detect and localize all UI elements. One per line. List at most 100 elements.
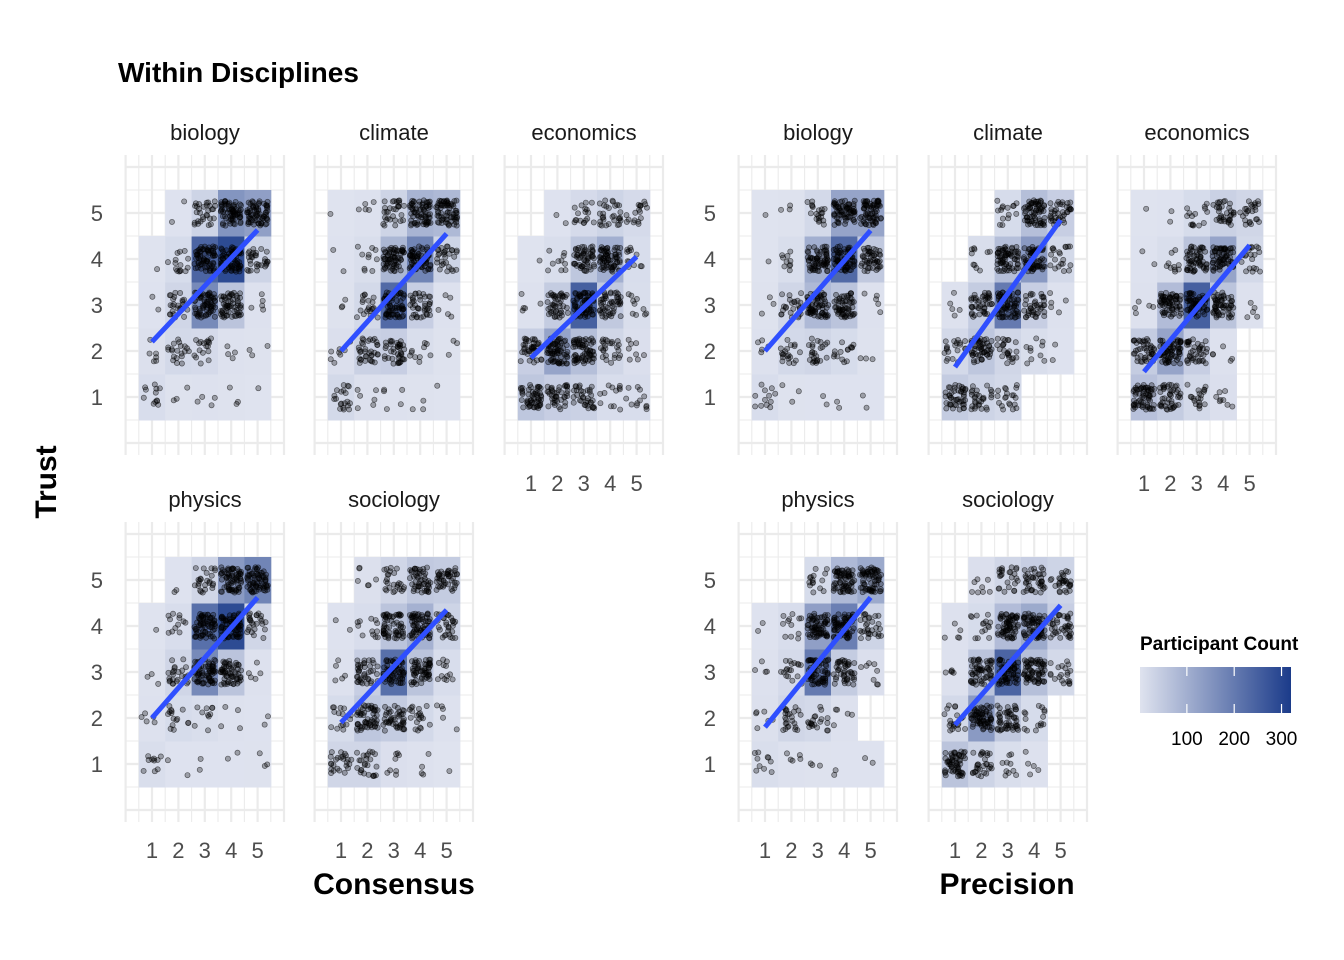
jitter-point [361,657,368,664]
jitter-point [1014,289,1021,296]
x-tick-label: 1 [525,471,537,496]
jitter-point [169,657,176,664]
jitter-point [258,612,265,619]
jitter-point [626,356,633,363]
jitter-point [441,251,448,258]
jitter-point [836,404,843,411]
jitter-point [203,705,210,712]
jitter-point [570,344,577,350]
jitter-point [1013,384,1020,391]
heat-tile [433,741,461,788]
heat-tile [138,603,166,650]
jitter-point [822,247,828,254]
jitter-point [341,769,348,776]
jitter-point [418,712,424,719]
jitter-point [870,257,877,264]
jitter-point [623,218,630,225]
jitter-point [625,336,632,343]
jitter-point [454,340,460,347]
jitter-point [442,292,449,299]
jitter-point [1062,297,1069,304]
jitter-point [263,248,270,255]
jitter-point [564,383,571,390]
jitter-point [374,634,381,641]
jitter-point [393,619,400,626]
jitter-point [1041,309,1048,316]
jitter-point [580,394,587,401]
jitter-point [345,765,351,772]
jitter-point [424,610,431,617]
jitter-point [207,221,214,228]
jitter-point [752,392,759,399]
jitter-point [149,756,156,763]
jitter-point [823,354,830,361]
jitter-point [181,313,188,320]
jitter-point [850,202,857,209]
jitter-point [1022,204,1029,211]
jitter-point [185,255,192,262]
jitter-point [1000,341,1007,347]
jitter-point [374,351,381,358]
jitter-point [395,360,402,367]
jitter-point [397,581,404,588]
jitter-point [381,205,388,211]
jitter-point [956,339,963,346]
jitter-point [792,357,799,364]
jitter-point [237,725,243,732]
jitter-point [380,255,387,262]
jitter-point [392,206,399,213]
jitter-point [797,299,804,306]
jitter-point [358,767,365,774]
jitter-point [1013,210,1020,217]
jitter-point [1004,360,1011,367]
jitter-point [175,336,182,343]
jitter-point [438,245,445,251]
y-tick-label: 2 [704,339,716,364]
jitter-point [780,254,786,261]
jitter-point [361,672,368,679]
jitter-point [228,313,235,320]
jitter-point [206,293,213,300]
jitter-point [371,396,378,403]
jitter-point [562,337,569,344]
jitter-point [177,268,184,274]
jitter-point [942,338,949,345]
jitter-point [555,258,562,265]
jitter-point [263,260,270,267]
jitter-point [420,565,427,572]
jitter-point [1032,222,1039,228]
jitter-point [789,398,796,405]
jitter-point [205,348,212,355]
jitter-point [357,356,364,363]
heat-tile [804,374,832,421]
jitter-point [1009,359,1016,365]
jitter-point [211,677,218,684]
jitter-point [399,355,406,362]
jitter-point [381,353,388,360]
heat-tile [778,190,806,237]
jitter-point [340,268,347,275]
jitter-point [558,312,565,319]
jitter-point [183,664,189,671]
jitter-point [397,267,404,274]
jitter-point [390,262,397,269]
jitter-point [625,345,632,352]
jitter-point [367,336,374,343]
jitter-point [420,291,427,298]
heatmap-tiles [138,190,272,421]
jitter-point [415,213,422,220]
jitter-point [253,659,260,666]
jitter-point [555,336,562,343]
jitter-point [994,265,1001,272]
jitter-point [1013,300,1020,307]
jitter-point [641,393,648,400]
jitter-point [841,301,848,308]
jitter-point [434,259,440,266]
jitter-point [552,393,559,400]
jitter-point [170,353,177,360]
jitter-point [822,341,829,348]
jitter-point [617,298,624,305]
jitter-point [200,259,207,266]
jitter-point [169,669,176,676]
heat-tile [327,603,355,650]
